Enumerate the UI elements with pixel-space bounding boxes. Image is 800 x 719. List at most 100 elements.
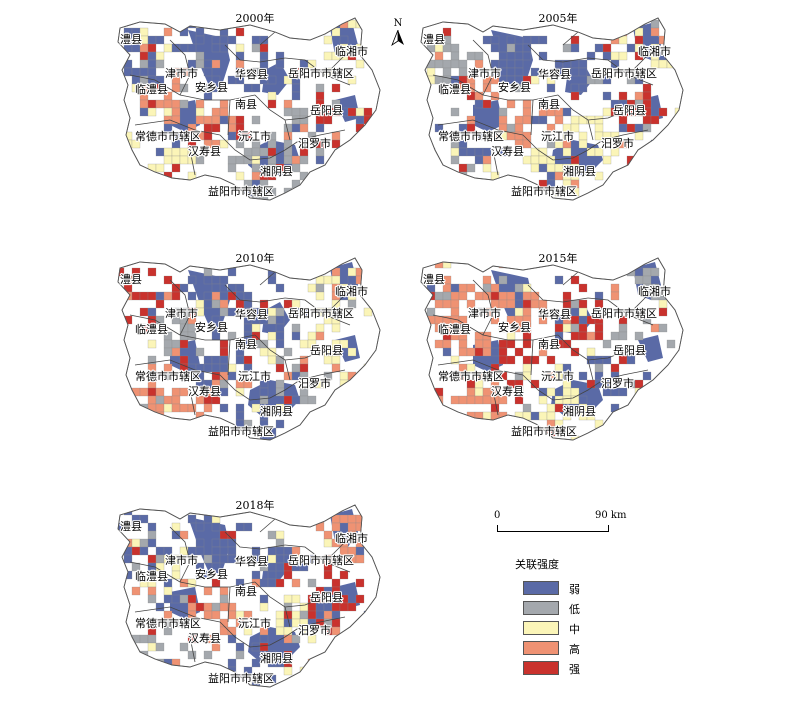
grid-cell-mid bbox=[315, 379, 325, 389]
grid-cell-mid bbox=[562, 387, 572, 397]
grid-cell-mid bbox=[179, 155, 189, 165]
grid-cell-low bbox=[323, 371, 333, 381]
grid-cell-weak bbox=[578, 59, 588, 69]
place-label-yueyang-county: 岳阳县 bbox=[613, 104, 646, 117]
grid-cell-weak bbox=[315, 123, 325, 133]
grid-cell-low bbox=[283, 107, 293, 117]
grid-cell-mid bbox=[610, 147, 620, 157]
grid-cell-mid bbox=[610, 51, 620, 61]
grid-cell-weak bbox=[267, 578, 277, 588]
grid-cell-strong bbox=[474, 347, 484, 357]
grid-cell-strong bbox=[147, 267, 157, 277]
grid-cell-mid bbox=[578, 131, 588, 141]
grid-cell-strong bbox=[371, 403, 380, 413]
grid-cell-mid bbox=[530, 147, 540, 157]
county-boundary bbox=[472, 279, 494, 336]
north-arrow-icon bbox=[391, 30, 404, 46]
grid-cell-strong bbox=[498, 371, 508, 381]
grid-cell-low bbox=[267, 530, 277, 540]
grid-cell-high bbox=[179, 67, 189, 77]
county-boundary bbox=[189, 149, 196, 176]
grid-cell-low bbox=[562, 43, 572, 53]
grid-cell-mid bbox=[323, 538, 333, 548]
grid-cell-low bbox=[650, 267, 660, 277]
grid-cell-weak bbox=[179, 666, 189, 676]
grid-cell-strong bbox=[594, 259, 604, 269]
grid-cell-strong bbox=[658, 307, 668, 317]
grid-cell-strong bbox=[331, 155, 341, 165]
county-boundary bbox=[219, 621, 301, 648]
place-label-jinshi: 津市市 bbox=[165, 306, 198, 320]
grid-cell-high bbox=[203, 610, 213, 620]
legend-label: 高 bbox=[569, 643, 580, 656]
grid-cell-low bbox=[450, 43, 460, 53]
grid-cell-strong bbox=[498, 339, 508, 349]
grid-cell-weak bbox=[163, 594, 173, 604]
grid-cell-weak bbox=[219, 275, 229, 285]
grid-cell-mid bbox=[347, 634, 357, 644]
grid-cell-weak bbox=[227, 283, 237, 293]
grid-cell-weak bbox=[594, 43, 604, 53]
grid-cell-high bbox=[458, 291, 468, 301]
map-panel-2000: 2000年 澧县 津市市 临澧县 安乡县 华容县 岳阳市市辖区 临湘市 南县 岳阳县 常德市市辖区… bbox=[110, 0, 400, 201]
grid-cell-weak bbox=[626, 355, 636, 365]
grid-cell-high bbox=[355, 267, 365, 277]
county-boundary bbox=[169, 526, 191, 583]
grid-cell-weak bbox=[187, 275, 197, 285]
grid-cell-high bbox=[498, 291, 508, 301]
grid-cell-strong bbox=[618, 115, 628, 125]
county-boundary bbox=[299, 369, 346, 381]
place-label-lixian: 澧县 bbox=[423, 272, 445, 286]
grid-cell-high bbox=[554, 171, 564, 181]
county-boundary bbox=[179, 94, 256, 101]
grid-cell-mid bbox=[538, 155, 548, 165]
grid-cell-strong bbox=[570, 347, 580, 357]
grid-cell-strong bbox=[379, 546, 380, 556]
grid-cell-strong bbox=[331, 83, 341, 93]
grid-cell-low bbox=[634, 395, 644, 405]
place-label-linxiang: 临湘市 bbox=[335, 44, 368, 58]
grid-cell-mid bbox=[586, 147, 596, 157]
grid-cell-high bbox=[187, 610, 197, 620]
grid-cell-mid bbox=[267, 91, 277, 101]
county-boundary bbox=[129, 561, 181, 583]
grid-cell-weak bbox=[594, 355, 604, 365]
grid-cell-weak bbox=[267, 570, 277, 580]
grid-cell-weak bbox=[626, 43, 636, 53]
county-boundary bbox=[437, 119, 524, 136]
grid-cell-low bbox=[347, 299, 357, 309]
grid-cell-weak bbox=[235, 403, 245, 413]
grid-cell-weak bbox=[291, 123, 301, 133]
grid-cell-weak bbox=[482, 35, 492, 45]
grid-cell-low bbox=[658, 419, 668, 429]
grid-cell-strong bbox=[554, 403, 564, 413]
grid-cell-high bbox=[195, 99, 205, 109]
grid-cell-mid bbox=[355, 59, 365, 69]
grid-cell-weak bbox=[155, 546, 165, 556]
grid-cell-weak bbox=[442, 347, 452, 357]
grid-cell-weak bbox=[586, 51, 596, 61]
grid-cell-high bbox=[118, 538, 125, 548]
grid-cell-low bbox=[522, 403, 532, 413]
grid-cell-mid bbox=[315, 187, 325, 197]
grid-cell-weak bbox=[371, 35, 380, 45]
county-boundary bbox=[530, 339, 534, 376]
grid-cell-weak bbox=[538, 163, 548, 173]
grid-cell-mid bbox=[570, 187, 580, 197]
county-boundary bbox=[299, 129, 346, 141]
place-label-yuanjiang: 沅江市 bbox=[238, 369, 271, 383]
grid-cell-strong bbox=[490, 363, 500, 373]
grid-cell-strong bbox=[355, 642, 365, 652]
county-boundary bbox=[492, 389, 499, 416]
grid-cell-high bbox=[610, 283, 620, 293]
grid-cell-high bbox=[522, 107, 532, 117]
grid-cell-mid bbox=[610, 179, 620, 189]
grid-cell-low bbox=[666, 371, 676, 381]
grid-cell-low bbox=[243, 419, 253, 429]
grid-cell-weak bbox=[514, 43, 524, 53]
grid-cell-high bbox=[219, 299, 229, 309]
grid-cell-mid bbox=[538, 395, 548, 405]
grid-cell-low bbox=[251, 163, 261, 173]
grid-cell-strong bbox=[275, 578, 285, 588]
grid-cell-strong bbox=[147, 43, 157, 53]
